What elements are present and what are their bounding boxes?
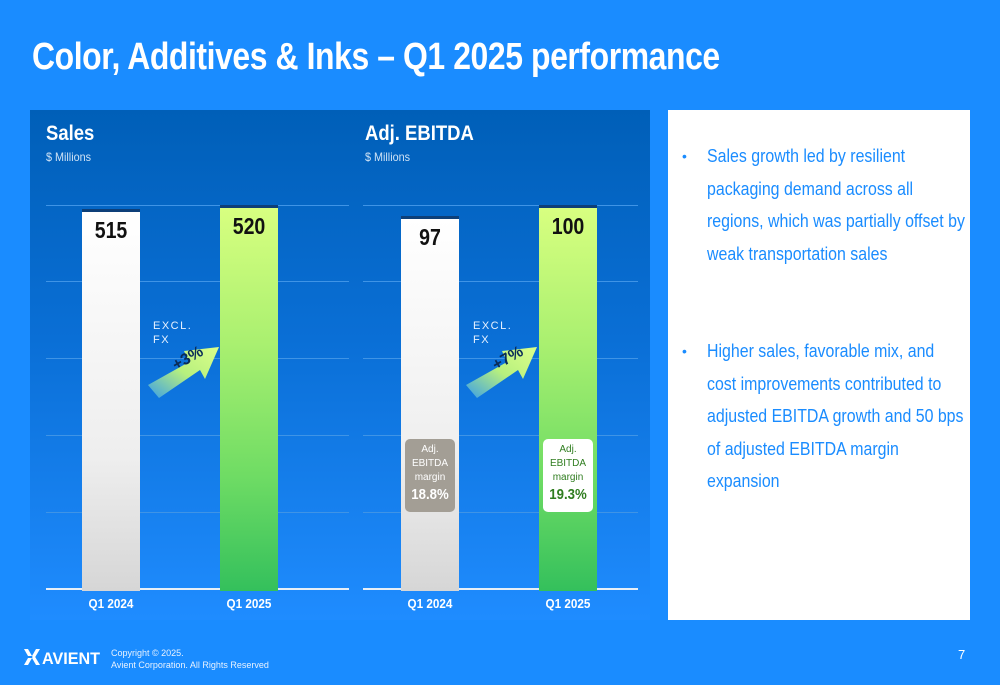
sales-value-q1-2024: 515: [94, 216, 128, 243]
gridline: [46, 281, 349, 282]
avient-logo: AVIENT: [24, 649, 101, 668]
margin-badge-value: 18.8%: [411, 486, 449, 503]
bullet-text: Sales growth led by resilient packaging …: [707, 145, 965, 264]
sales-tick-q1-2025: Q1 2025: [226, 596, 272, 611]
ebitda-chart-title: Adj. EBITDA: [365, 122, 474, 145]
ebitda-bar-q1-2024: [401, 216, 459, 591]
gridline: [46, 435, 349, 436]
ebitda-bar-q1-2025: [539, 205, 597, 591]
gridline: [363, 512, 638, 513]
ebitda-chart-subtitle: $ Millions: [365, 150, 411, 164]
sales-value-q1-2025: 520: [232, 213, 266, 239]
copyright-line-2: Avient Corporation. All Rights Reserved: [111, 660, 269, 670]
sales-bar-q1-2024: [82, 208, 140, 591]
ebitda-value-q1-2024: 97: [419, 224, 441, 251]
margin-badge-label: Adj. EBITDA margin: [411, 444, 449, 483]
bullet-text: Higher sales, favorable mix, and cost im…: [707, 340, 964, 491]
slide-title: Color, Additives & Inks – Q1 2025 perfor…: [32, 36, 720, 78]
gridline: [46, 205, 349, 206]
gridline: [363, 435, 638, 436]
gridline: [363, 358, 638, 359]
bullets-panel: • Sales growth led by resilient packagin…: [668, 110, 970, 620]
chart-panel: Sales $ Millions 515 520 Q1 2024 Q1 2025…: [30, 110, 650, 620]
bullet-item: • Sales growth led by resilient packagin…: [682, 140, 965, 270]
ebitda-growth-arrow-icon: [466, 347, 537, 398]
copyright-text: Copyright © 2025. Avient Corporation. Al…: [111, 647, 269, 671]
sales-x-axis: [46, 588, 349, 590]
sales-tick-q1-2024: Q1 2024: [88, 596, 134, 611]
gridline: [46, 512, 349, 513]
ebitda-margin-badge-q1-2024: Adj. EBITDA margin 18.8%: [405, 439, 455, 512]
page-number: 7: [958, 647, 966, 662]
sales-growth-arrow-icon: [148, 347, 219, 398]
margin-badge-value: 19.3%: [549, 486, 587, 503]
ebitda-excl-fx-label: EXCL. FX: [473, 320, 513, 346]
sales-excl-fx-label: EXCL. FX: [153, 320, 193, 346]
ebitda-value-q1-2025: 100: [551, 213, 585, 239]
margin-badge-label: Adj. EBITDA margin: [549, 444, 587, 483]
sales-chart-subtitle: $ Millions: [46, 150, 92, 164]
ebitda-margin-badge-q1-2025: Adj. EBITDA margin 19.3%: [543, 439, 593, 512]
sales-bar-q1-2025: [220, 205, 278, 591]
ebitda-x-axis: [363, 588, 638, 590]
bullet-dot-icon: •: [682, 148, 687, 164]
gridline: [363, 281, 638, 282]
bullet-item: • Higher sales, favorable mix, and cost …: [682, 335, 964, 498]
ebitda-tick-q1-2025: Q1 2025: [545, 596, 591, 611]
ebitda-tick-q1-2024: Q1 2024: [407, 596, 453, 611]
svg-text:AVIENT: AVIENT: [42, 649, 101, 668]
gridline: [363, 205, 638, 206]
sales-chart-title: Sales: [46, 122, 95, 145]
bullet-dot-icon: •: [682, 343, 687, 359]
copyright-line-1: Copyright © 2025.: [111, 648, 184, 658]
